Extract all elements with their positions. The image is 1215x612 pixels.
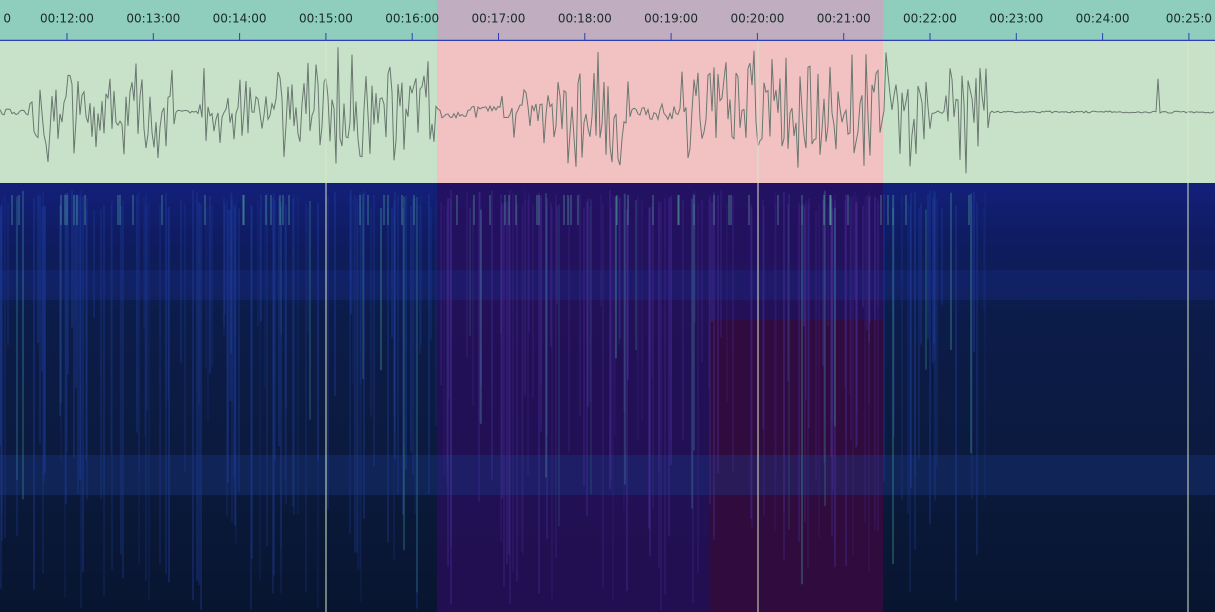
ruler-label: 00:20:00 [730, 12, 784, 26]
spectrogram-lines [0, 190, 986, 610]
ruler-label: 00:25:0 [1166, 12, 1212, 26]
ruler-label: 00:19:00 [644, 12, 698, 26]
ruler-label: 00:14:00 [213, 12, 267, 26]
ruler-labels: 0 00:12:00 00:13:00 00:14:00 00:15:00 00:16:0… [3, 12, 1212, 40]
ruler-label: 00:17:00 [472, 12, 526, 26]
ruler-label: 00:13:00 [126, 12, 180, 26]
spectrogram-band [0, 270, 1215, 300]
spectrogram-shade [710, 320, 883, 612]
ruler-label: 00:22:00 [903, 12, 957, 26]
ruler-label: 00:12:00 [40, 12, 94, 26]
ruler-label: 00:23:00 [989, 12, 1043, 26]
ruler-selection [437, 0, 883, 40]
ruler-label: 00:15:00 [299, 12, 353, 26]
ruler-label: 00:18:00 [558, 12, 612, 26]
ruler-label: 0 [3, 12, 11, 26]
ruler-label: 00:21:00 [817, 12, 871, 26]
ruler-label: 00:24:00 [1076, 12, 1130, 26]
spectrogram-band [0, 455, 1215, 495]
waveform [0, 47, 1215, 174]
ruler-label: 00:16:00 [385, 12, 439, 26]
